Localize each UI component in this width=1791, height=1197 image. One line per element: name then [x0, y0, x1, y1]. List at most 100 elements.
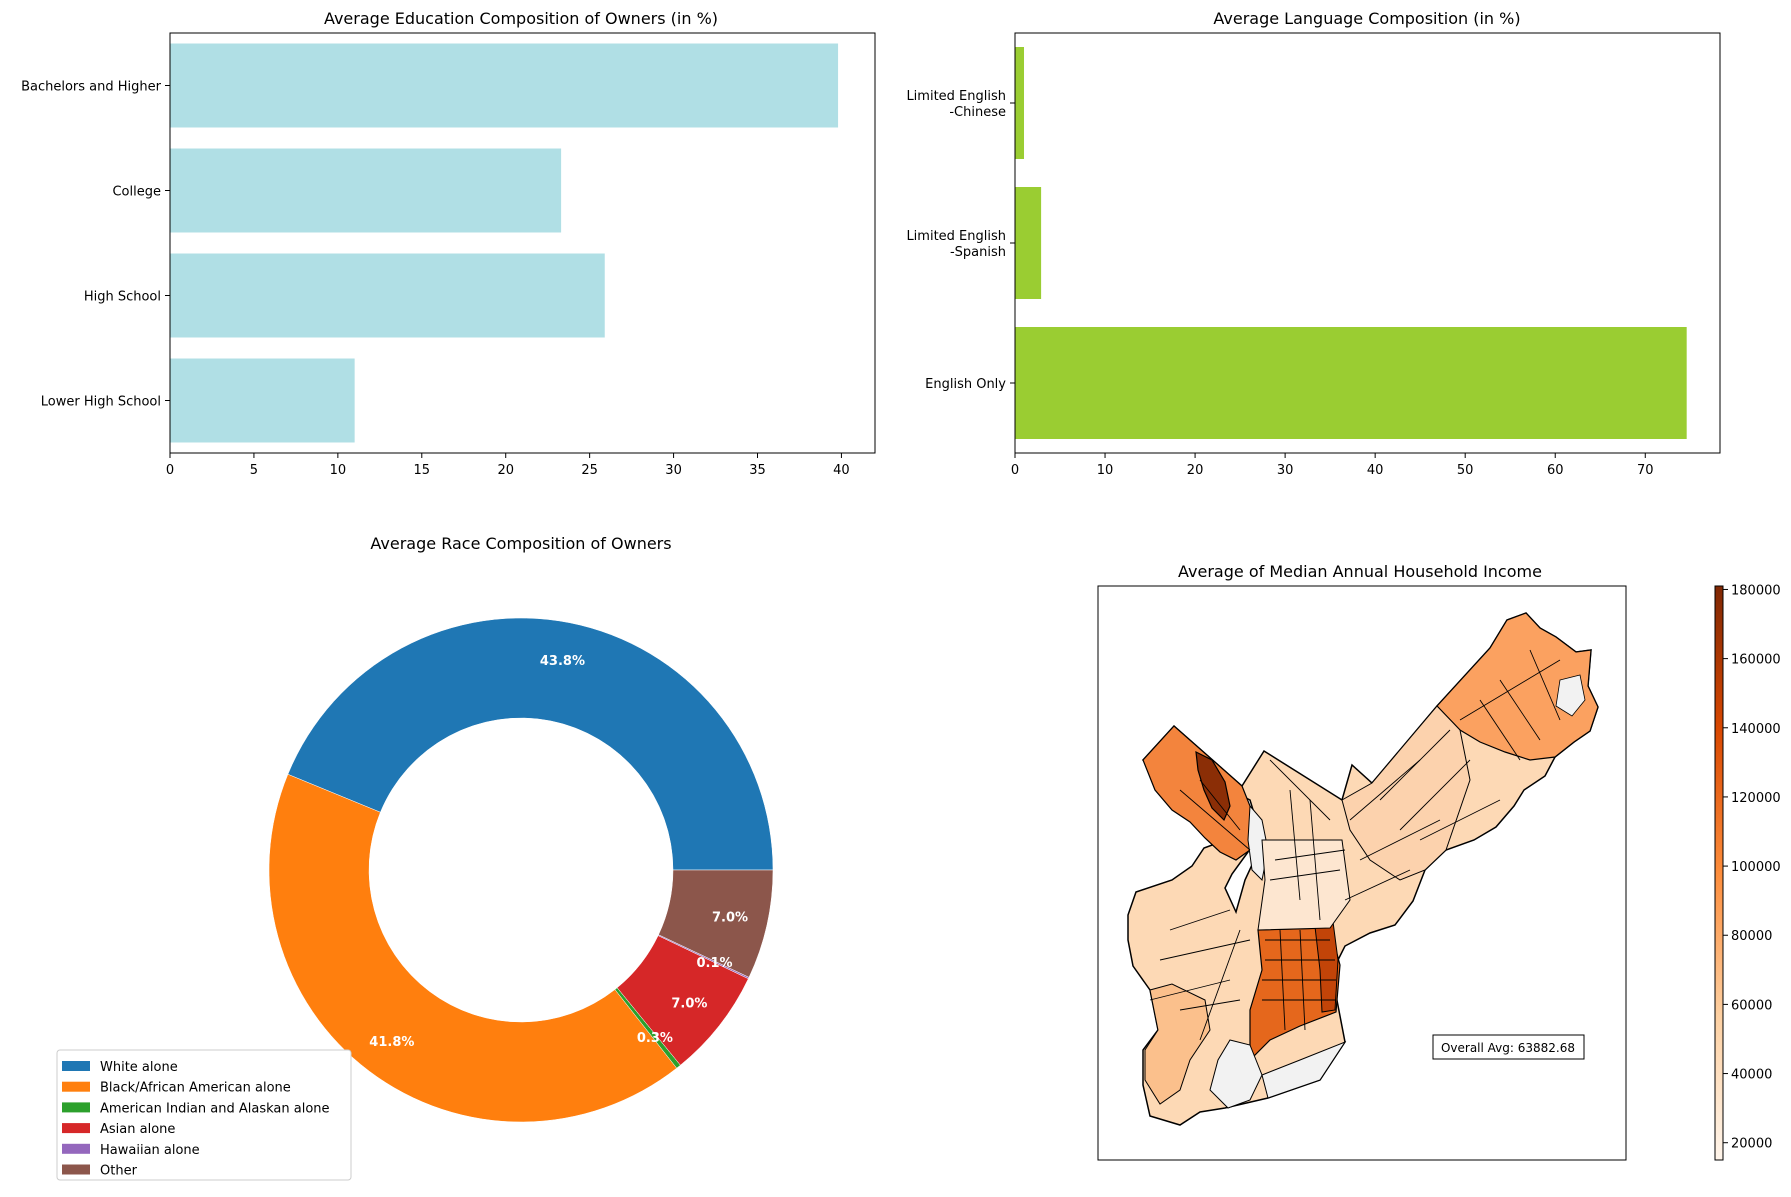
map-region-northeast-park	[1555, 674, 1586, 717]
education-bar	[170, 148, 562, 233]
education-chart: Average Education Composition of Owners …	[21, 9, 876, 479]
map-region-airport	[1209, 1039, 1263, 1109]
map-tract-line	[1274, 849, 1346, 861]
race-value-label: 7.0%	[712, 911, 748, 926]
race-slice	[268, 773, 678, 1123]
race-slice	[658, 869, 774, 978]
education-xtick-label: 0	[166, 463, 174, 478]
language-xtick-label: 20	[1187, 463, 1204, 478]
education-xtick-label: 25	[581, 463, 598, 478]
race-legend: White alone Black/African American alone A…	[56, 1049, 352, 1181]
education-ytick-label: Lower High School	[41, 395, 161, 410]
map-tract-line	[1199, 779, 1241, 831]
race-value-labels: 43.8% 41.8% 0.3% 7.0% 0.1% 7.0%	[369, 654, 748, 1050]
language-ytick-label: English Only	[925, 377, 1006, 392]
colorbar-ticks: 20000 40000 60000 80000 100000 120000 140000 16…	[1723, 583, 1781, 1152]
race-legend-swatch	[62, 1164, 90, 1175]
education-xtick-label: 10	[330, 463, 347, 478]
language-bar	[1015, 187, 1042, 299]
map-tract-line	[1344, 869, 1411, 901]
map-tract-line	[1279, 929, 1286, 1031]
colorbar-tick-label: 160000	[1731, 653, 1781, 668]
colorbar-tick-label: 60000	[1731, 998, 1772, 1013]
map-tract-line	[1359, 819, 1441, 861]
race-legend-label: Other	[100, 1164, 138, 1179]
colorbar-tick-label: 140000	[1731, 722, 1781, 737]
race-legend-items: White alone Black/African American alone A…	[62, 1060, 330, 1179]
language-xtick-label: 50	[1457, 463, 1474, 478]
map-tract-line	[1179, 789, 1251, 851]
language-xtick-label: 10	[1097, 463, 1114, 478]
language-xtick-label: 0	[1011, 463, 1019, 478]
education-ticks: Bachelors and Higher College High School Lo…	[21, 80, 850, 479]
race-legend-swatch	[62, 1102, 90, 1113]
map-tract-line	[1269, 759, 1331, 821]
map-tract-line	[1269, 869, 1341, 881]
race-legend-swatch	[62, 1081, 90, 1092]
education-bar	[170, 43, 839, 128]
education-xtick-label: 35	[749, 463, 766, 478]
race-legend-label: American Indian and Alaskan alone	[100, 1101, 330, 1116]
language-ytick-label-line2: -Chinese	[949, 105, 1006, 120]
colorbar-tick-label: 100000	[1731, 860, 1781, 875]
race-value-label: 43.8%	[540, 654, 585, 669]
race-legend-label: White alone	[100, 1060, 178, 1075]
map-tract-line	[1379, 729, 1451, 801]
language-ytick-label: Limited English	[906, 89, 1006, 104]
education-bars	[170, 43, 839, 443]
race-legend-swatch	[62, 1143, 90, 1154]
map-tract-line	[1399, 759, 1471, 831]
education-ytick-label: High School	[84, 290, 161, 305]
overall-avg-frame	[1432, 1034, 1585, 1060]
map-tract-line	[1299, 929, 1306, 1031]
race-value-label: 0.3%	[637, 1031, 673, 1046]
map-tract-lines	[1149, 649, 1561, 1041]
map-tract-line	[1199, 929, 1241, 1041]
map-region-chestnut-hill	[1195, 750, 1231, 822]
language-xtick-label: 60	[1547, 463, 1564, 478]
education-bar	[170, 358, 355, 443]
map-tract-line	[1479, 699, 1521, 761]
language-title: Average Language Composition (in %)	[1213, 9, 1520, 28]
education-axes-frame	[169, 32, 876, 454]
map-tract-line	[1289, 789, 1301, 901]
map-region-lower-northeast	[1341, 705, 1471, 881]
colorbar-gradient	[1714, 585, 1724, 1161]
race-slice	[287, 617, 774, 871]
language-xtick-label: 70	[1637, 463, 1654, 478]
race-legend-swatch	[62, 1061, 90, 1071]
income-map-chart: Average of Median Annual Household Incom…	[1097, 562, 1781, 1161]
map-tract-line	[1349, 759, 1421, 821]
overall-avg-label: Overall Avg: 63882.68	[1441, 1041, 1575, 1055]
colorbar-tick-label: 180000	[1731, 583, 1781, 598]
city-map	[1127, 612, 1599, 1126]
map-tract-line	[1179, 999, 1241, 1011]
language-chart: Average Language Composition (in %) Limi…	[906, 9, 1721, 478]
income-map-title: Average of Median Annual Household Incom…	[1178, 562, 1542, 581]
language-ytick-label-line2: -Spanish	[950, 245, 1006, 260]
language-bars	[1015, 47, 1687, 439]
race-value-label: 41.8%	[369, 1035, 414, 1050]
colorbar-tick-label: 20000	[1731, 1137, 1772, 1152]
colorbar-tick-label: 120000	[1731, 791, 1781, 806]
language-xtick-label: 40	[1367, 463, 1384, 478]
language-bar	[1015, 327, 1687, 439]
race-legend-label: Asian alone	[100, 1122, 175, 1137]
race-title: Average Race Composition of Owners	[370, 534, 671, 553]
colorbar-tick-label: 80000	[1731, 929, 1772, 944]
map-tract-line	[1529, 649, 1561, 721]
education-bar	[170, 253, 605, 338]
overall-avg-box: Overall Avg: 63882.68	[1432, 1034, 1585, 1060]
colorbar-tick-label: 40000	[1731, 1068, 1772, 1083]
map-region-north-philly	[1257, 839, 1351, 931]
race-legend-swatch	[62, 1123, 90, 1134]
language-xtick-label: 30	[1277, 463, 1294, 478]
education-xtick-label: 30	[665, 463, 682, 478]
map-region-southwest	[1144, 983, 1211, 1105]
education-xtick-label: 20	[497, 463, 514, 478]
map-tract-line	[1149, 979, 1231, 1001]
education-xtick-label: 15	[414, 463, 431, 478]
language-ytick-label: Limited English	[906, 229, 1006, 244]
race-slices	[268, 617, 774, 1123]
